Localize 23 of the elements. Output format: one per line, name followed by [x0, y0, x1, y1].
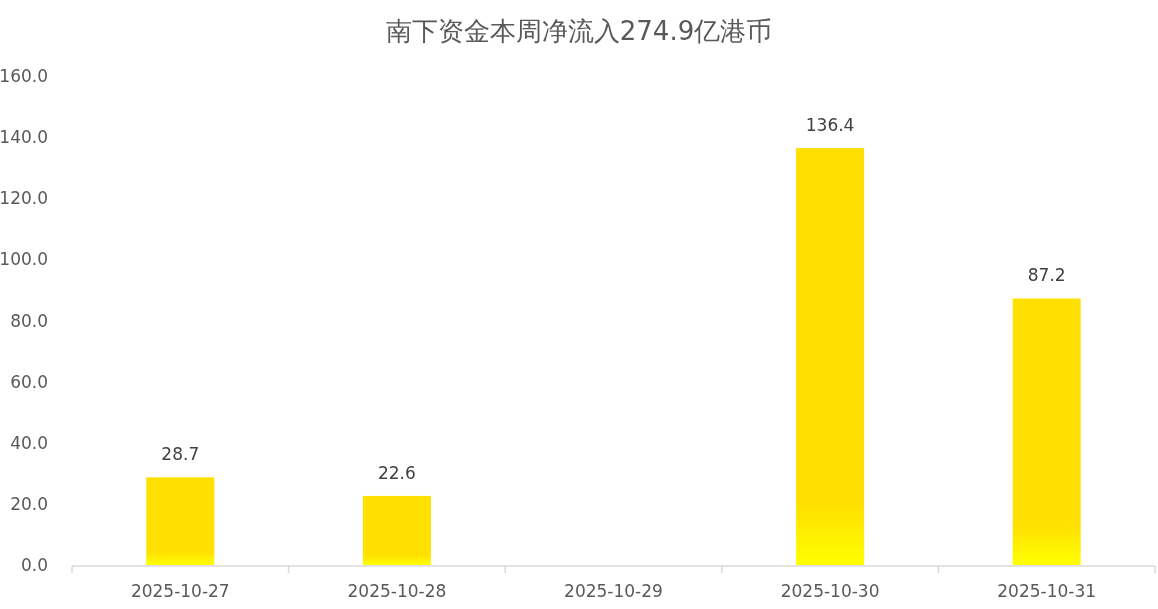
chart-title: 南下资金本周净流入274.9亿港币	[385, 16, 773, 46]
x-tick-label: 2025-10-29	[564, 581, 663, 601]
y-tick-label: 20.0	[10, 493, 48, 514]
bar	[146, 477, 215, 565]
data-label: 28.7	[161, 444, 200, 465]
bar	[1012, 298, 1081, 565]
x-tick-label: 2025-10-27	[130, 581, 230, 601]
x-tick-label: 2025-10-30	[780, 581, 880, 601]
y-tick-label: 80.0	[10, 310, 48, 331]
data-label: 22.6	[377, 462, 416, 483]
x-tick-label: 2025-10-31	[997, 581, 1097, 601]
data-label: 87.2	[1027, 265, 1066, 286]
y-tick-label: 0.0	[20, 555, 48, 575]
x-tick-label: 2025-10-28	[347, 581, 447, 601]
y-tick-label: 100.0	[0, 249, 48, 270]
bar	[362, 495, 431, 565]
data-label: 136.4	[805, 115, 855, 136]
y-tick-label: 40.0	[10, 432, 48, 453]
bar	[796, 148, 865, 565]
y-tick-label: 160.0	[0, 66, 48, 86]
y-tick-label: 140.0	[0, 127, 48, 148]
y-tick-label: 60.0	[10, 371, 48, 392]
y-tick-label: 120.0	[0, 188, 48, 209]
